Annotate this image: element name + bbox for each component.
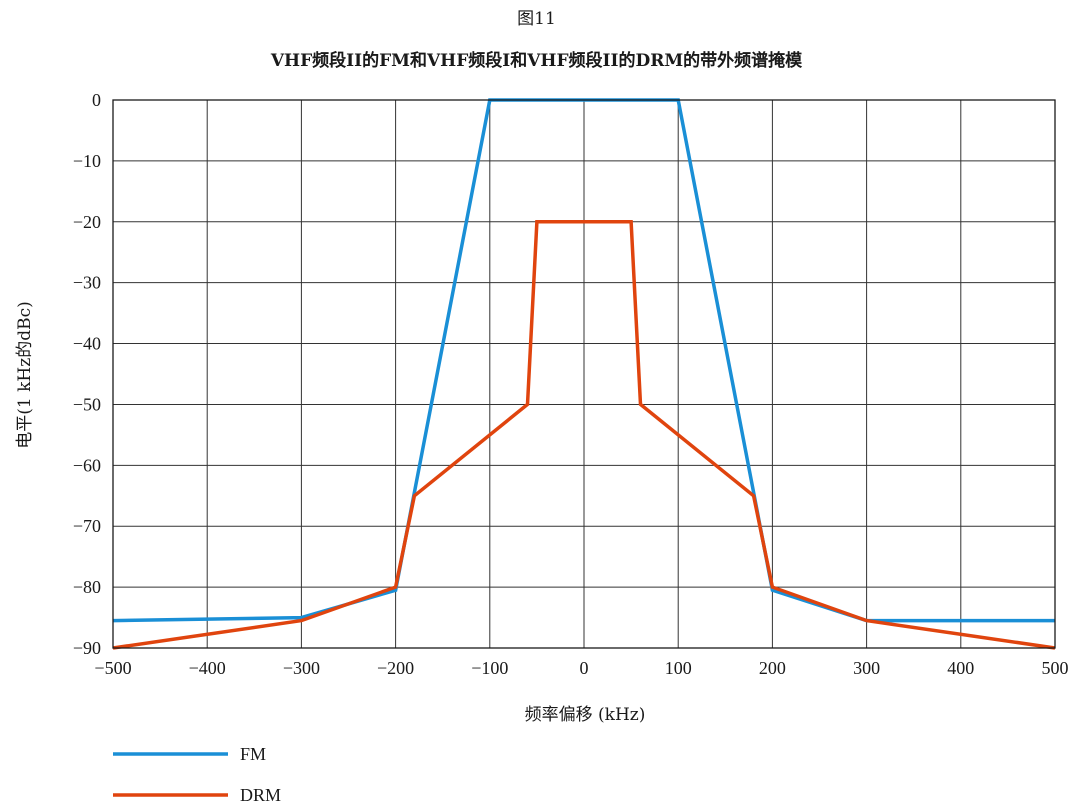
y-axis-label: 电平(1 kHz的dBc) xyxy=(15,301,35,448)
x-axis-label: 频率偏移 (kHz) xyxy=(525,705,646,725)
legend: FM DRM xyxy=(113,744,281,804)
tick-labels: −500 −400 −300 −200 −100 0 100 200 300 400 500 0 −10… xyxy=(73,90,1069,678)
x-tick-label: −400 xyxy=(189,658,226,678)
x-tick-label: 400 xyxy=(947,658,974,678)
x-tick-label: −100 xyxy=(471,658,508,678)
y-tick-label: 0 xyxy=(92,90,101,110)
y-tick-label: −50 xyxy=(73,394,101,414)
x-tick-label: 200 xyxy=(759,658,786,678)
legend-label-fm: FM xyxy=(240,744,266,764)
plot-border xyxy=(112,99,1056,649)
x-tick-label: 100 xyxy=(665,658,692,678)
series-line-drm xyxy=(112,220,1056,650)
y-tick-label: −10 xyxy=(73,151,101,171)
x-tick-label: 500 xyxy=(1042,658,1069,678)
x-tick-label: −200 xyxy=(377,658,414,678)
x-tick-label: −500 xyxy=(94,658,131,678)
figure-label: 图11 xyxy=(517,9,556,29)
legend-label-drm: DRM xyxy=(240,785,281,804)
y-tick-label: −20 xyxy=(73,212,101,232)
plot-frame xyxy=(112,99,1056,649)
grid xyxy=(113,100,1055,648)
y-tick-label: −30 xyxy=(73,273,101,293)
y-tick-label: −70 xyxy=(73,516,101,536)
chart-title: VHF频段II的FM和VHF频段I和VHF频段II的DRM的带外频谱掩模 xyxy=(270,51,803,71)
y-tick-label: −60 xyxy=(73,455,101,475)
x-tick-label: 0 xyxy=(580,658,589,678)
y-tick-label: −80 xyxy=(73,577,101,597)
y-tick-label: −90 xyxy=(73,638,101,658)
y-tick-label: −40 xyxy=(73,334,101,354)
x-tick-label: −300 xyxy=(283,658,320,678)
x-tick-label: 300 xyxy=(853,658,880,678)
